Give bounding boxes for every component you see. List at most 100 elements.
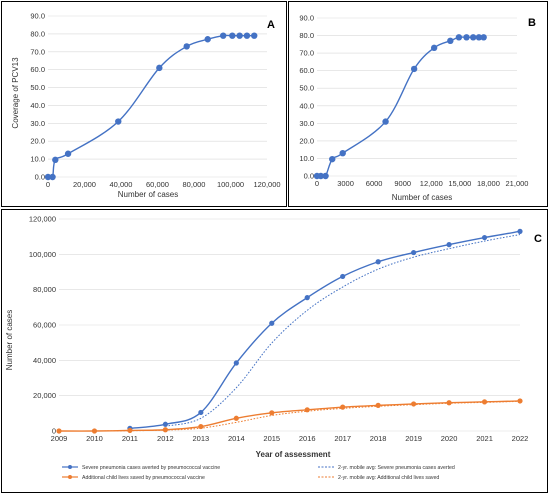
panel-b-ytick-label: 50.0 xyxy=(299,84,314,93)
panel-a-ytick-label: 80.0 xyxy=(30,29,45,38)
panel-c-series-0-point xyxy=(446,242,452,248)
panel-b-series-0-point xyxy=(455,34,463,41)
legend-label-avg-child: 2-yr. mobile avg: Additional child lives… xyxy=(338,475,439,481)
panel-a-ytick-label: 70.0 xyxy=(30,47,45,56)
panel-c-series-1-point xyxy=(375,402,381,408)
panel-c-plot: 0 20,000 40,000 60,000 80,000 100,000 120,000 2… xyxy=(29,215,528,444)
panel-c-xtick-label: 2014 xyxy=(228,434,245,443)
panel-c-series-0-point xyxy=(198,409,204,416)
panel-c-series-0-point xyxy=(411,249,417,256)
panel-b-ytick-label: 0.0 xyxy=(304,172,314,181)
panel-b-xtick-label: 15,000 xyxy=(448,179,471,188)
panel-c-xtick-label: 2019 xyxy=(405,434,422,443)
panel-a-series-0-point xyxy=(49,173,56,181)
panel-a-ytick-label: 0.0 xyxy=(35,173,45,182)
panel-a-series-0-point xyxy=(251,32,258,39)
legend-label-severe-averted: Severe pneumonia cases averted by pneumo… xyxy=(82,465,220,471)
panel-b-series-0-point xyxy=(322,172,329,180)
panel-b-xtick-label: 21,000 xyxy=(506,179,529,188)
panel-c-series-1-point xyxy=(446,400,452,406)
panel-a-series-0-point xyxy=(236,32,243,39)
panel-c-xtick-label: 2020 xyxy=(441,434,458,443)
panel-b-series-0-point xyxy=(480,34,487,41)
panel-b-xlabel: Number of cases xyxy=(392,193,452,202)
panel-c-frame xyxy=(1,209,548,493)
legend-label-avg-severe: 2-yr. mobile avg: Severe pneumonia cases… xyxy=(338,465,455,471)
panel-c-series-1-point xyxy=(198,423,204,430)
panel-b-series-0-point xyxy=(339,149,346,157)
panel-a-xtick-label: 120,000 xyxy=(253,180,280,189)
legend-item-avg-child: 2-yr. mobile avg: Additional child lives… xyxy=(318,475,439,481)
panel-c-series-1-point xyxy=(517,398,523,404)
panel-b-series-0-point xyxy=(382,118,389,125)
panel-a-series-0-point xyxy=(44,173,52,181)
panel-b-series-0-point xyxy=(447,37,454,45)
panel-b-xtick-label: 0 xyxy=(315,179,319,188)
panel-a-ytick-label: 90.0 xyxy=(30,12,45,21)
panel-c-xtick-label: 2022 xyxy=(512,434,529,443)
panel-c-series-1-point xyxy=(269,410,275,416)
panel-b-series-0-point xyxy=(410,65,418,73)
panel-b-ytick-label: 60.0 xyxy=(299,66,314,75)
panel-b-xtick-label: 6000 xyxy=(366,179,383,188)
panel-a-series-0-point xyxy=(64,150,72,157)
panel-b-letter: B xyxy=(528,17,536,29)
legend-item-child-lives: Additional child lives saved by pneumoco… xyxy=(62,475,205,481)
panel-b-xtick-label: 3000 xyxy=(337,179,354,188)
panel-c-series-0-line xyxy=(129,230,521,430)
panel-a-frame xyxy=(1,1,287,207)
legend-item-avg-severe: 2-yr. mobile avg: Severe pneumonia cases… xyxy=(318,465,455,471)
panel-a-ytick-label: 10.0 xyxy=(30,155,45,164)
panel-c-ytick-label: 60,000 xyxy=(33,321,56,330)
panel-a-series-0-point xyxy=(204,36,211,43)
panel-c-xtick-label: 2015 xyxy=(263,434,280,443)
panel-b-xtick-label: 18,000 xyxy=(477,179,500,188)
panel-b-series-0-point xyxy=(469,34,477,41)
panel-b-xtick-label: 9000 xyxy=(394,179,411,188)
legend-item-severe-averted: Severe pneumonia cases averted by pneumo… xyxy=(62,465,220,471)
panel-c-series-1-point xyxy=(233,415,239,421)
panel-c-series-0-point xyxy=(481,234,488,241)
panel-b-ytick-label: 10.0 xyxy=(299,154,314,163)
panel-a-xtick-label: 0 xyxy=(46,180,50,189)
panel-c-series-0-point xyxy=(517,228,523,234)
panel-a-series-0-point xyxy=(183,43,190,50)
panel-b-ytick-label: 70.0 xyxy=(299,49,314,58)
panel-b-ytick-label: 80.0 xyxy=(299,31,314,40)
panel-a-plot: 0.0 10.0 20.0 30.0 40.0 50.0 60.0 70.0 80.0 90.0 0… xyxy=(30,12,280,190)
panel-b-series-0-point xyxy=(463,34,470,41)
panel-a-ytick-label: 20.0 xyxy=(30,137,45,146)
panel-a-xlabel: Number of cases xyxy=(118,190,178,199)
panel-a-ytick-label: 40.0 xyxy=(30,101,45,110)
legend-marker-severe-averted xyxy=(68,465,72,469)
panel-c-xtick-label: 2010 xyxy=(86,434,103,443)
panel-a-series-0-point xyxy=(115,118,122,125)
panel-c-series-0-point xyxy=(233,360,239,366)
panel-a-series-0-point xyxy=(220,32,227,39)
panel-c-ytick-label: 0 xyxy=(52,427,56,436)
panel-c-ytick-label: 120,000 xyxy=(29,215,56,224)
panel-c-series-1-point xyxy=(411,401,417,407)
panel-c-xtick-label: 2009 xyxy=(51,434,68,443)
panel-c-series-2-line xyxy=(165,234,521,427)
panel-c-xtick-label: 2011 xyxy=(122,434,138,443)
panel-a-series-0-line xyxy=(47,34,255,179)
panel-c-series-0-point xyxy=(269,320,275,326)
panel-c-series-0-point xyxy=(375,259,381,265)
panel-c-xtick-label: 2012 xyxy=(157,434,174,443)
panel-a-ytick-label: 50.0 xyxy=(30,83,45,92)
panel-c-letter: C xyxy=(534,233,542,245)
panel-a-ylabel: Coverage of PCV13 xyxy=(11,57,20,129)
panel-a-ytick-label: 30.0 xyxy=(30,119,45,128)
panel-b-series-0-point xyxy=(329,155,336,163)
panel-c-xtick-label: 2016 xyxy=(299,434,316,443)
panel-c-xlabel: Year of assessment xyxy=(256,450,331,459)
panel-a-series-0-point xyxy=(229,32,236,39)
panel-b-ytick-label: 90.0 xyxy=(299,14,314,23)
panel-b-series-0-point xyxy=(430,44,438,52)
panel-b-ytick-label: 20.0 xyxy=(299,136,314,145)
panel-c-xtick-label: 2017 xyxy=(334,434,351,443)
panel-b-series-0-point xyxy=(475,34,483,41)
panel-c-ytick-label: 20,000 xyxy=(33,391,56,400)
